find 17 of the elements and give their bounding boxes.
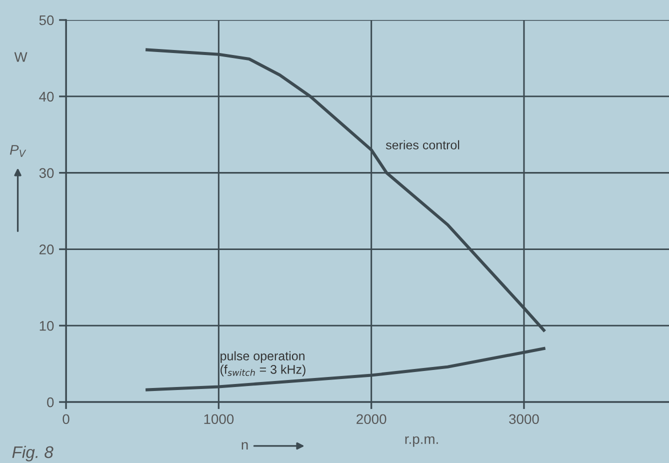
x-axis-title: n [242, 442, 248, 450]
y-tick-label: 30 [39, 168, 54, 178]
x-tick-label: 0 [62, 414, 70, 424]
annotation: series control [386, 140, 460, 150]
y-tick-label: 0 [47, 397, 54, 408]
text: r.p.m. [405, 436, 438, 447]
caption: Fig. 8 [12, 446, 54, 462]
y-tick-label: 50 [39, 15, 54, 26]
x-tick-label: 2000 [356, 414, 386, 424]
y-tick-label: 20 [39, 244, 54, 254]
text: W [14, 52, 28, 62]
y-tick-label: 10 [40, 320, 54, 331]
annotation: pulse operation (f$_{switch}$ = 3 kHz) [220, 351, 306, 376]
y-axis-title: P$_{V}$ [10, 145, 26, 157]
x-tick-label: 1000 [204, 414, 234, 424]
y-tick-label: 40 [39, 92, 54, 102]
x-tick-label: 3000 [509, 414, 539, 424]
